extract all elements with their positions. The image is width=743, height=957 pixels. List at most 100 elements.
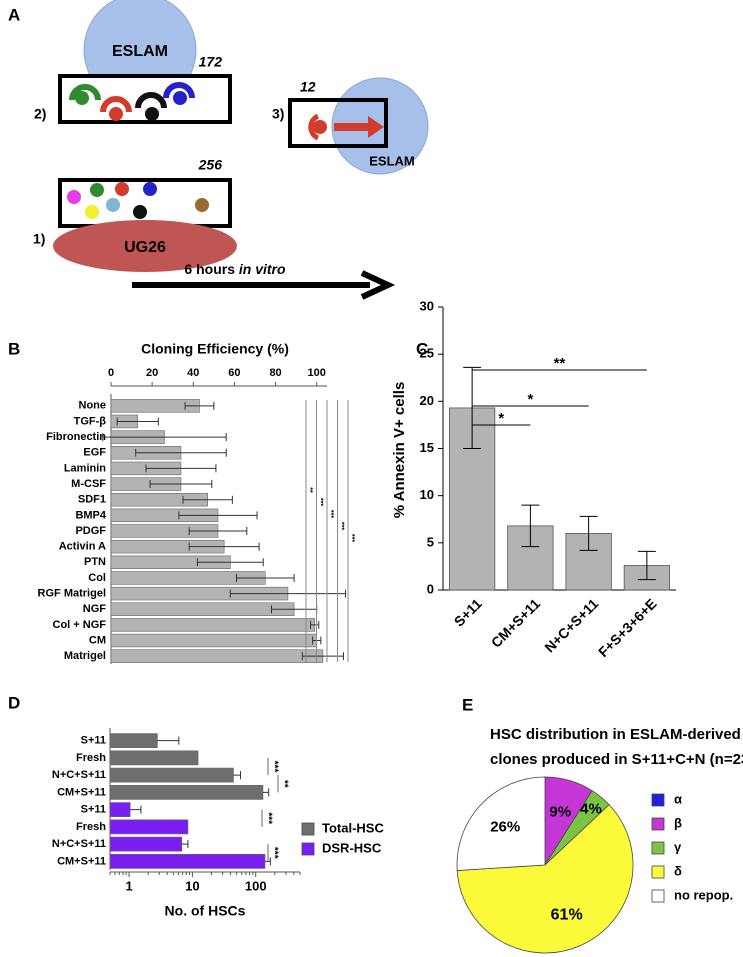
chart-title: Cloning Efficiency (%) [141,341,289,357]
y-tick-label: N+C+S+11 [52,769,106,781]
legend-swatch [651,889,665,903]
error-bar [637,550,656,581]
x-axis-label: No. of HSCs [165,903,246,919]
significance-label: ** [306,487,313,493]
x-tick-label: S+11 [451,595,485,629]
arrow-head [360,270,396,300]
y-axis-label: % Annexin V+ cells [391,382,408,519]
bar [109,750,199,766]
legend-swatch [651,841,665,855]
y-tick-label: Matrigel [64,650,106,662]
panel-letter: B [8,339,20,358]
step-label: 1) [33,231,45,247]
y-tick-label: S+11 [81,804,106,816]
legend-label: no repop. [674,887,733,902]
receptors [69,82,195,121]
panel-c: C 0 5 10 15 20 25 30 % Annexin V+ cells S+11 CM+S+… [391,298,676,660]
error-bar [310,620,320,629]
y-tick-label: PTN [84,556,106,568]
y-tick-label: CM [89,634,106,646]
arrow-text: 6 hours [184,261,235,277]
error-bar [157,736,180,745]
significance-label: * [527,391,533,408]
y-tick-label: 10 [420,487,434,502]
x-tick-label: 100 [245,878,267,893]
legend-swatch [651,865,665,879]
x-tick-label: 40 [187,367,199,379]
panel-letter: E [462,695,473,714]
significance-label: *** [268,761,279,773]
x-tick-label: 10 [185,878,199,893]
count: 12 [300,79,316,95]
step-label: 3) [272,106,284,122]
y-tick-label: Fresh [76,821,106,833]
y-tick-label: CM+S+11 [57,855,106,867]
significance-label: *** [338,522,345,530]
legend-label: α [674,791,682,806]
legend-label: γ [674,839,682,854]
x-tick-label: F+S+3+6+E [595,595,660,660]
significance-label: *** [348,534,355,542]
red-arrow [334,116,384,138]
cell-label: UG26 [124,239,166,256]
legend-label: Total-HSC [322,820,384,835]
legend-swatch [301,822,315,836]
legend-label: DSR-HSC [322,840,382,855]
x-tick-label: N+C+S+11 [541,595,601,655]
x-tick-label: 80 [269,367,281,379]
receptor [308,113,320,141]
chart-title: clones produced in S+11+C+N (n=23) [490,751,743,768]
error-bar [463,366,482,449]
error-bar [135,448,227,457]
y-tick-label: Fresh [76,752,106,764]
y-tick-label: TGF-β [74,415,107,427]
y-tick-label: 30 [420,298,434,313]
y-tick-label: Laminin [64,462,106,474]
chart-title: HSC distribution in ESLAM-derived [490,726,741,743]
arrow-label: 6 hours in vitro [184,261,286,277]
significance-label: *** [268,847,279,859]
y-tick-label: NGF [83,603,107,615]
y-tick-label: EGF [83,447,106,459]
slice-label: 4% [580,800,602,817]
bar [110,649,324,663]
y-tick-label: S+11 [81,735,106,747]
bar [109,854,266,869]
legend-label: β [674,815,682,830]
significance-label: *** [327,510,334,518]
y-tick-label: SDF1 [78,494,106,506]
arrow-italic: in vitro [239,261,286,277]
x-tick-label: 60 [228,367,240,379]
significance-label: ** [554,355,566,372]
cell-label: ESLAM [112,43,168,60]
y-tick-label: RGF Matrigel [38,587,106,599]
error-bar [262,788,270,797]
y-tick-label: 5 [427,534,434,549]
error-bar [196,558,264,567]
error-bar [145,464,217,473]
bar [109,785,264,800]
error-bar [149,480,213,489]
significance-label: * [498,410,504,427]
bar [110,633,318,648]
count: 172 [199,54,223,70]
panel-letter: C [416,339,428,358]
error-bar [229,589,347,598]
y-tick-label: 25 [420,346,434,361]
panel-letter: A [8,5,20,24]
bar [109,802,131,817]
x-tick-label: CM+S+11 [488,595,543,650]
significance-label: *** [262,812,273,824]
error-bar [521,504,540,548]
error-bar [178,511,258,520]
cell-dots [67,182,209,219]
bar [110,618,315,632]
error-bar [235,573,295,582]
error-bar [301,652,344,661]
cell-dot [313,120,327,134]
x-tick-label: 0 [108,367,114,379]
y-tick-label: 15 [420,440,434,455]
panel-d: D 1 10 100 S+11 Fresh N+C+S+11 CM+S+11 S+11 Fresh… [8,693,384,918]
pie-slice [456,804,634,954]
